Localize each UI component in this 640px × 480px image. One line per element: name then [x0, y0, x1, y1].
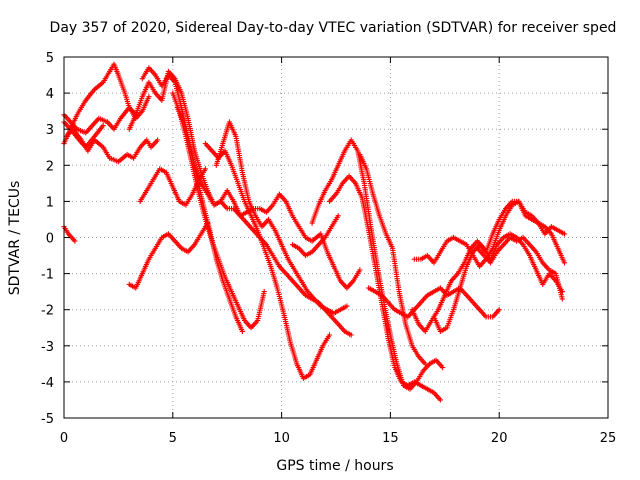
x-tick-label: 25 [600, 431, 617, 446]
data-series [61, 61, 568, 403]
y-tick-label: 3 [46, 123, 54, 138]
x-tick-label: 15 [382, 431, 399, 446]
y-tick-label: -2 [41, 304, 54, 319]
y-tick-label: 2 [46, 159, 54, 174]
series-trace-9 [170, 90, 267, 331]
y-tick-label: -1 [41, 268, 54, 283]
y-tick-label: -3 [41, 340, 54, 355]
series-trace-16 [326, 173, 443, 403]
series-trace-14 [289, 213, 341, 259]
series-trace-10 [202, 141, 333, 381]
y-tick-label: 0 [46, 232, 54, 247]
y-tick-label: 5 [46, 51, 54, 66]
x-tick-label: 0 [60, 431, 68, 446]
y-tick-label: -4 [41, 376, 54, 391]
x-tick-label: 10 [273, 431, 290, 446]
y-tick-label: 4 [46, 87, 54, 102]
series-trace-17 [357, 151, 428, 367]
series-trace-3 [63, 126, 161, 165]
axis-ticks: 0 5 10 15 20 25 -5 -4 -3 -2 -1 0 1 2 3 4 5 [41, 51, 616, 446]
series-trace-22 [474, 234, 565, 302]
series-trace-20 [431, 198, 568, 334]
series-trace-12 [126, 220, 211, 291]
y-axis-label: SDTVAR / TECUs [7, 181, 23, 296]
y-tick-label: -5 [41, 412, 54, 427]
series-trace-19 [409, 231, 565, 334]
y-tick-label: 1 [46, 195, 54, 210]
x-tick-label: 20 [491, 431, 508, 446]
series-trace-11 [213, 119, 350, 316]
x-tick-label: 5 [169, 431, 177, 446]
chart-title: Day 357 of 2020, Sidereal Day-to-day VTE… [50, 20, 617, 36]
x-axis-label: GPS time / hours [276, 458, 393, 474]
grid [64, 57, 608, 418]
series-trace-13 [137, 166, 208, 208]
